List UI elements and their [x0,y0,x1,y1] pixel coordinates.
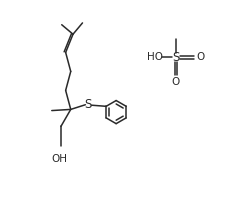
Text: HO: HO [147,52,163,62]
Text: O: O [197,52,205,62]
Text: S: S [172,51,180,64]
Text: S: S [84,98,92,111]
Text: OH: OH [52,154,68,164]
Text: O: O [172,77,180,87]
